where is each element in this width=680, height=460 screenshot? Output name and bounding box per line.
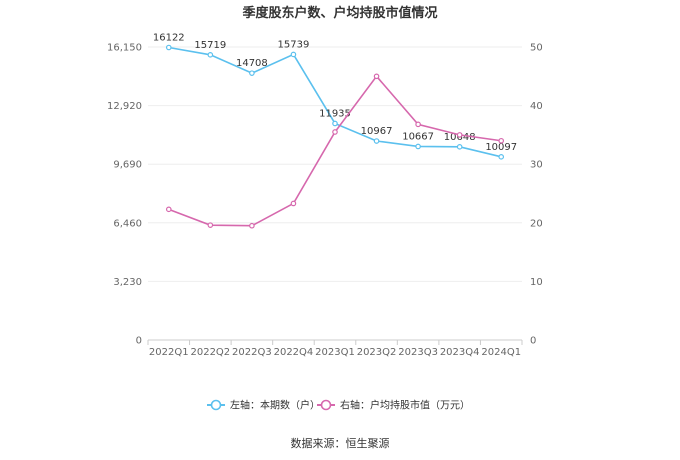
series-1-point xyxy=(290,51,297,58)
series-2-point xyxy=(498,137,505,144)
left-tick-label: 6,460 xyxy=(113,218,142,229)
legend-marker-icon xyxy=(210,399,222,411)
x-tick-label: 2023Q4 xyxy=(440,347,480,358)
series-1-point xyxy=(373,138,380,144)
series-2-point xyxy=(165,206,172,213)
source-text: 数据来源：恒生聚源 xyxy=(291,436,390,450)
x-tick-label: 2022Q3 xyxy=(232,347,272,358)
series-line-2 xyxy=(168,75,502,227)
series-1-point xyxy=(249,70,255,76)
left-tick-label: 0 xyxy=(136,336,142,347)
series-1-point xyxy=(415,143,421,150)
series-1-point xyxy=(498,154,505,160)
right-tick-label: 10 xyxy=(530,277,543,288)
data-label: 16122 xyxy=(153,33,185,44)
series-2-point xyxy=(290,200,297,207)
chart-title: 季度股东户数、户均持股市值情况 xyxy=(241,5,437,21)
left-tick-label: 9,690 xyxy=(113,160,142,171)
data-label: 15719 xyxy=(194,40,226,51)
legend[interactable]: 左轴：本期数（户） 右轴：户均持股市值（万元） xyxy=(207,399,470,412)
x-tick-label: 2024Q1 xyxy=(481,347,521,358)
data-label: 10097 xyxy=(485,142,517,153)
x-tick-label: 2022Q4 xyxy=(274,347,314,358)
left-tick-label: 16,150 xyxy=(107,43,142,54)
x-tick-label: 2022Q1 xyxy=(149,347,189,358)
data-label: 15739 xyxy=(278,39,310,50)
left-tick-label: 3,230 xyxy=(113,277,142,288)
series-2-point xyxy=(456,132,463,138)
series-2-point xyxy=(373,73,380,80)
legend-label: 右轴：户均持股市值（万元） xyxy=(340,399,470,412)
legend-marker-icon xyxy=(320,399,332,411)
legend-item-1[interactable]: 左轴：本期数（户） xyxy=(207,399,320,412)
grid-lines xyxy=(148,46,522,341)
right-tick-label: 30 xyxy=(530,160,543,171)
series-2-point xyxy=(415,121,421,128)
data-label: 14708 xyxy=(236,58,268,69)
series-layer: 1612215719147081573911935109671066710648… xyxy=(153,33,517,229)
right-tick-label: 50 xyxy=(530,43,543,54)
series-1-point xyxy=(207,52,214,58)
right-axis: 0 10 20 30 40 50 xyxy=(530,43,543,347)
right-tick-label: 0 xyxy=(530,336,536,347)
left-axis: 0 3,230 6,460 9,690 12,920 16,150 xyxy=(107,43,142,347)
right-tick-label: 40 xyxy=(530,101,543,112)
data-label: 11935 xyxy=(319,108,351,119)
series-2-point xyxy=(332,129,338,135)
x-axis: 2022Q1 2022Q2 2022Q3 2022Q4 2023Q1 2023Q2 2023… xyxy=(147,340,523,358)
left-tick-label: 12,920 xyxy=(107,101,142,112)
legend-item-2[interactable]: 右轴：户均持股市值（万元） xyxy=(317,399,470,412)
right-tick-label: 20 xyxy=(530,218,543,229)
series-1-point xyxy=(165,44,172,51)
data-label: 10967 xyxy=(361,126,393,137)
x-tick-label: 2023Q2 xyxy=(357,347,397,358)
x-tick-label: 2023Q1 xyxy=(315,347,355,358)
data-label: 10667 xyxy=(402,131,434,142)
x-tick-label: 2023Q3 xyxy=(398,347,438,358)
series-1-point xyxy=(332,120,338,127)
series-1-point xyxy=(456,144,463,150)
x-tick-label: 2022Q2 xyxy=(190,347,230,358)
series-2-point xyxy=(249,222,255,229)
series-2-point xyxy=(207,222,214,228)
legend-label: 左轴：本期数（户） xyxy=(230,399,320,412)
